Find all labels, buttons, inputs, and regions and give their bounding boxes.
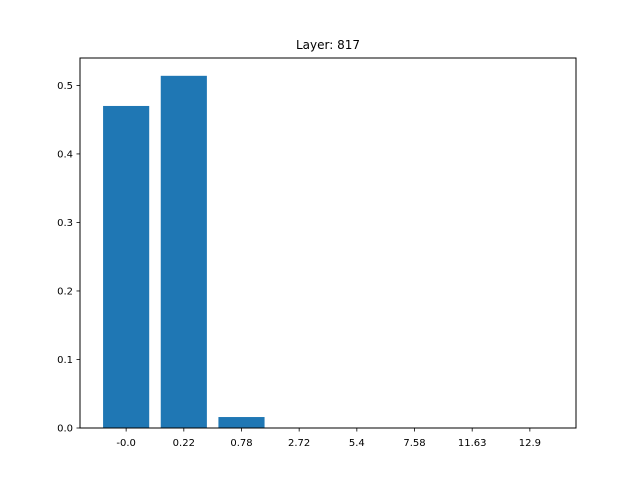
y-tick-label-1: 0.1 [57, 355, 73, 366]
bars-group [103, 75, 265, 429]
y-tick-label-3: 0.3 [57, 218, 73, 229]
y-tick-label-5: 0.5 [57, 81, 73, 92]
x-tick-label-2: 0.78 [230, 438, 252, 449]
y-axis-ticks: 0.0 0.1 0.2 0.3 0.4 0.5 [57, 81, 80, 435]
y-tick-label-2: 0.2 [57, 286, 73, 297]
x-axis-ticks: -0.0 0.22 0.78 2.72 5.4 7.58 11.63 12.9 [116, 428, 541, 449]
bar-1 [160, 75, 207, 428]
x-tick-label-3: 2.72 [288, 438, 310, 449]
x-tick-label-6: 11.63 [458, 438, 487, 449]
y-tick-label-0: 0.0 [57, 424, 73, 435]
plot-frame [79, 57, 577, 429]
x-tick-label-0: -0.0 [116, 438, 136, 449]
x-tick-label-4: 5.4 [349, 438, 365, 449]
y-tick-label-4: 0.4 [57, 149, 73, 160]
chart-title: Layer: 817 [296, 38, 360, 52]
bar-2 [218, 417, 265, 428]
x-tick-label-5: 7.58 [403, 438, 425, 449]
x-tick-label-7: 12.9 [519, 438, 541, 449]
x-tick-label-1: 0.22 [173, 438, 195, 449]
bar-0 [103, 105, 150, 429]
